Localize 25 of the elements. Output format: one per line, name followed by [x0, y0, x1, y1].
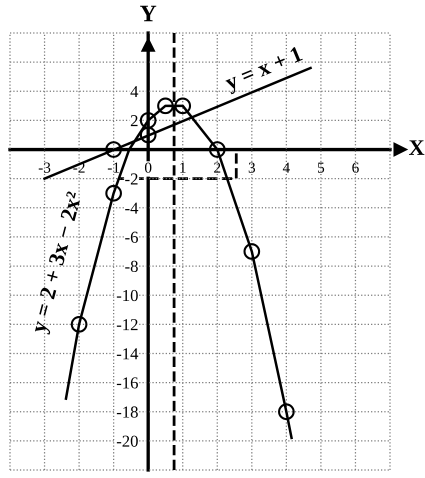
x-tick-label: 6 — [352, 162, 359, 173]
y-tick-label: -2 — [125, 173, 138, 184]
x-tick-label: -3 — [38, 162, 50, 173]
y-tick-label: -16 — [116, 377, 138, 389]
y-tick-label: 2 — [130, 115, 138, 126]
x-axis-title: X — [408, 140, 424, 155]
x-tick-label: 2 — [214, 162, 220, 173]
y-tick-label: -4 — [125, 202, 138, 214]
y-tick-label: -20 — [116, 436, 138, 447]
y-tick-label: -14 — [116, 348, 138, 360]
x-tick-label: 0 — [144, 162, 152, 173]
text: y = x + 1 — [224, 46, 305, 95]
x-tick-label: 4 — [282, 162, 290, 173]
y-tick-label: -6 — [125, 232, 138, 243]
x-tick-label: 3 — [248, 162, 256, 173]
y-tick-label: -10 — [116, 290, 138, 302]
y-tick-label: -18 — [116, 406, 138, 418]
y-tick-label: 4 — [130, 86, 138, 98]
y-tick-label: -12 — [116, 319, 138, 330]
x-tick-label: 5 — [318, 162, 324, 173]
y-tick-label: -8 — [125, 260, 138, 272]
text: y = 2 + 3x − 2x² — [30, 190, 86, 336]
y-axis-title: Y — [140, 6, 156, 22]
x-tick-label: 1 — [180, 162, 186, 173]
x-tick-label: -1 — [108, 162, 120, 173]
